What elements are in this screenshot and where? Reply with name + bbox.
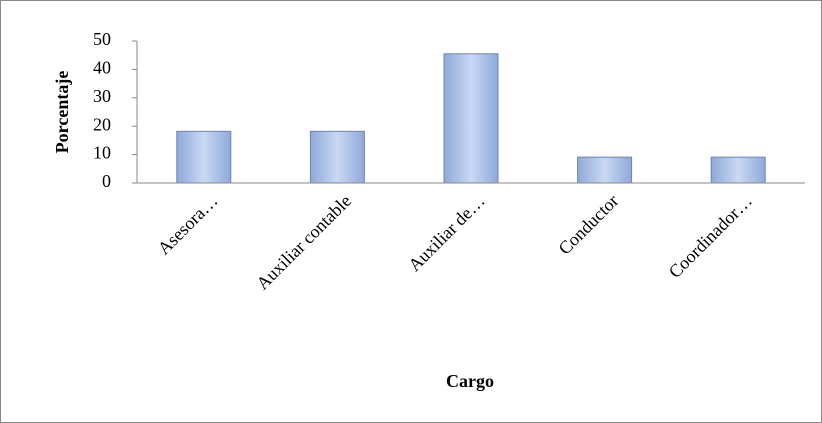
y-tick-label: 50 bbox=[93, 29, 111, 49]
x-axis-label: Cargo bbox=[446, 371, 494, 391]
bar bbox=[710, 156, 766, 184]
y-tick-label: 40 bbox=[93, 58, 111, 78]
y-tick-label: 10 bbox=[93, 143, 111, 163]
y-axis-label: Porcentaje bbox=[52, 71, 72, 154]
bar bbox=[309, 130, 365, 184]
bar bbox=[577, 156, 633, 184]
y-tick-label: 20 bbox=[93, 114, 111, 134]
bar bbox=[176, 130, 232, 184]
y-tick-label: 0 bbox=[102, 171, 111, 191]
y-tick-label: 30 bbox=[93, 86, 111, 106]
bar bbox=[443, 53, 499, 184]
